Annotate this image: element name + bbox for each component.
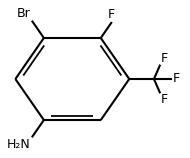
Text: H₂N: H₂N (7, 138, 31, 151)
Text: Br: Br (17, 7, 31, 20)
Text: F: F (161, 93, 168, 106)
Text: F: F (173, 73, 180, 85)
Text: F: F (108, 8, 115, 21)
Text: F: F (161, 52, 168, 65)
